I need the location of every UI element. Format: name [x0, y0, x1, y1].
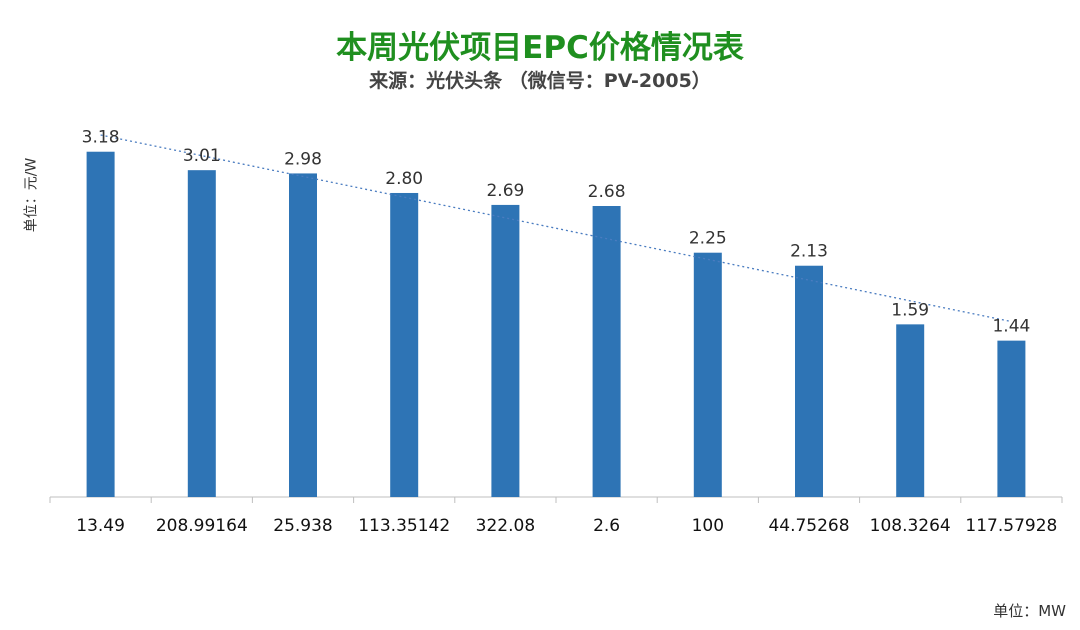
x-unit-note: 单位：MW: [993, 602, 1066, 620]
data-label: 3.18: [82, 128, 120, 148]
chart-subtitle: 来源：光伏头条 （微信号：PV-2005）: [369, 70, 711, 92]
data-label: 2.25: [689, 229, 727, 249]
data-label: 2.98: [284, 149, 322, 169]
data-label: 3.01: [183, 146, 221, 166]
bar: [896, 324, 925, 497]
x-tick-label: 117.57928: [965, 516, 1057, 536]
x-tick-label: 322.08: [476, 516, 535, 536]
bar: [289, 173, 317, 497]
x-tick-label: 13.49: [76, 516, 125, 536]
x-tick-label: 208.99164: [156, 516, 248, 536]
x-tick-label: 100: [692, 516, 724, 536]
data-label: 2.13: [790, 242, 828, 262]
x-tick-label: 113.35142: [358, 516, 450, 536]
bar: [187, 170, 216, 497]
bar: [795, 265, 823, 497]
x-tick-label: 2.6: [593, 516, 620, 536]
bar: [693, 252, 722, 497]
data-label: 2.80: [385, 169, 423, 189]
data-label: 2.69: [486, 181, 524, 201]
chart-title: 本周光伏项目EPC价格情况表: [336, 30, 744, 66]
bar: [592, 206, 621, 497]
trendline: [100, 134, 1012, 323]
bar: [491, 204, 520, 498]
data-label: 1.44: [992, 317, 1030, 337]
data-label: 1.59: [891, 300, 929, 320]
bar: [86, 151, 115, 497]
x-tick-label: 108.3264: [870, 516, 951, 536]
bar: [390, 192, 419, 498]
bar: [997, 340, 1026, 497]
x-tick-label: 44.75268: [768, 516, 849, 536]
data-label: 2.68: [588, 182, 626, 202]
x-tick-label: 25.938: [273, 516, 332, 536]
